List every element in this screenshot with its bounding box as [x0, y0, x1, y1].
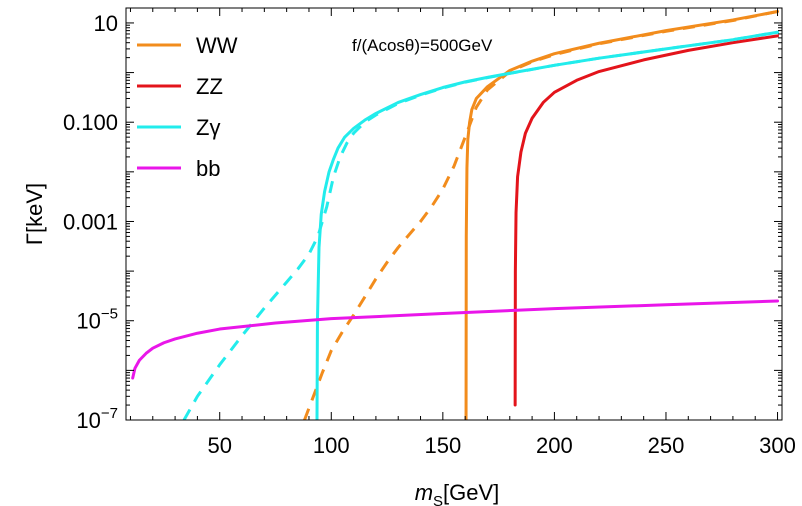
series-Z-solid-line [315, 30, 780, 420]
series-WW-dashed-line [303, 10, 778, 420]
x-axis-title: mS[GeV] [415, 480, 500, 506]
x-tick-label: 100 [313, 433, 350, 458]
x-tick-label: 200 [536, 433, 573, 458]
legend-label: Zγ [196, 115, 220, 140]
x-tick-label: 50 [207, 433, 231, 458]
series-Z-dashed-line [182, 30, 778, 420]
y-tick-label: 10−7 [76, 405, 118, 433]
y-axis-ticks: 10 0.100 0.001 10−5 10−7 [63, 7, 782, 433]
legend-label: WW [196, 33, 238, 58]
x-axis-title-base: m [415, 480, 433, 505]
x-tick-label: 150 [424, 433, 461, 458]
legend-label: ZZ [196, 74, 223, 99]
x-tick-label: 300 [759, 433, 796, 458]
chart-annotation: f/(Acosθ)=500GeV [352, 36, 493, 55]
x-axis-ticks: 50 100 150 200 250 300 [129, 8, 796, 458]
plot-frame [125, 7, 783, 421]
series-ZZ-solid-line [513, 34, 780, 407]
x-tick-label: 250 [648, 433, 685, 458]
y-tick-label: 0.100 [63, 110, 118, 135]
y-tick-label: 10−5 [76, 306, 118, 334]
y-axis-title: Γ[keV] [22, 183, 47, 245]
x-axis-title-subscript: S [433, 493, 443, 506]
plot-curves [131, 10, 780, 420]
x-axis-title-unit: [GeV] [443, 480, 499, 505]
y-tick-label: 10 [94, 11, 118, 36]
legend: WW ZZ Zγ bb [137, 33, 238, 181]
series-bb-solid-line [131, 299, 780, 380]
legend-label: bb [196, 156, 220, 181]
y-tick-label: 0.001 [63, 209, 118, 234]
